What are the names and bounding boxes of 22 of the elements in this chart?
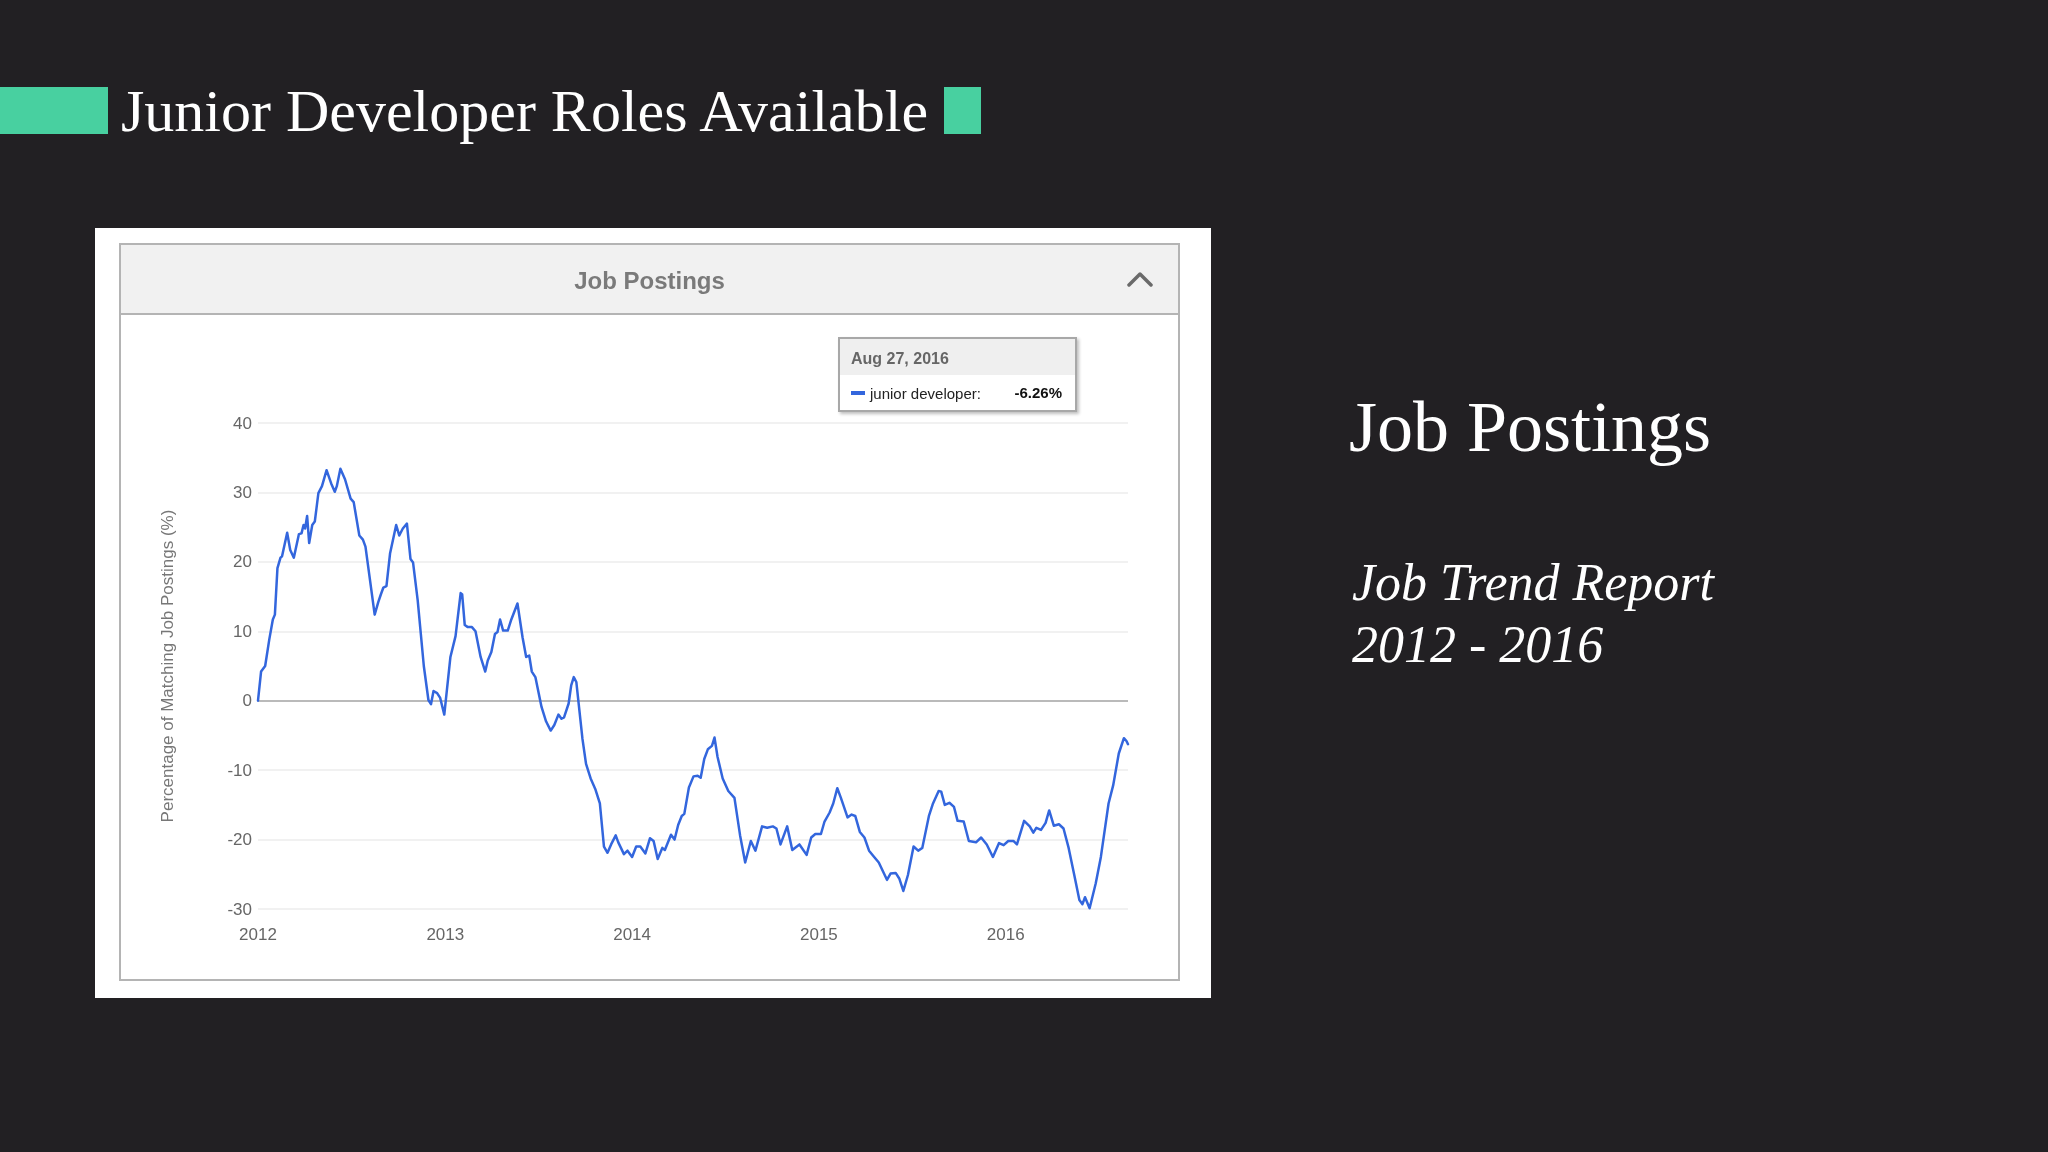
text: Job Postings [1349,387,1712,467]
x-tick-label: 2013 [426,925,465,944]
text: -6.26% [1014,384,1062,402]
y-tick-label: -20 [227,830,252,850]
y-tick-label: 20 [233,552,252,572]
y-tick-label: -30 [227,899,252,919]
line-series [256,467,1130,910]
y-tick-label: 40 [233,413,252,433]
y-axis-title: Percentage of Matching Job Postings (%) [158,509,177,823]
x-tick-label: 2016 [986,925,1025,944]
y-tick-label: 0 [242,691,252,711]
chart-title: Junior Developer Roles Available [121,78,929,144]
y-tick-label: -10 [227,760,252,780]
x-tick-label: 2015 [799,925,838,944]
x-tick-label: 2014 [613,925,652,944]
text: Aug 27, 2016 [851,349,949,369]
legend-label: junior developer: [869,384,981,402]
text: Job Trend Report 2012 - 2016 [1352,553,1716,675]
chart-subtitle: Job Postings [574,267,725,295]
y-tick-label: 10 [233,621,252,641]
x-tick-label: 2012 [239,925,277,944]
y-tick-label: 30 [233,482,252,502]
